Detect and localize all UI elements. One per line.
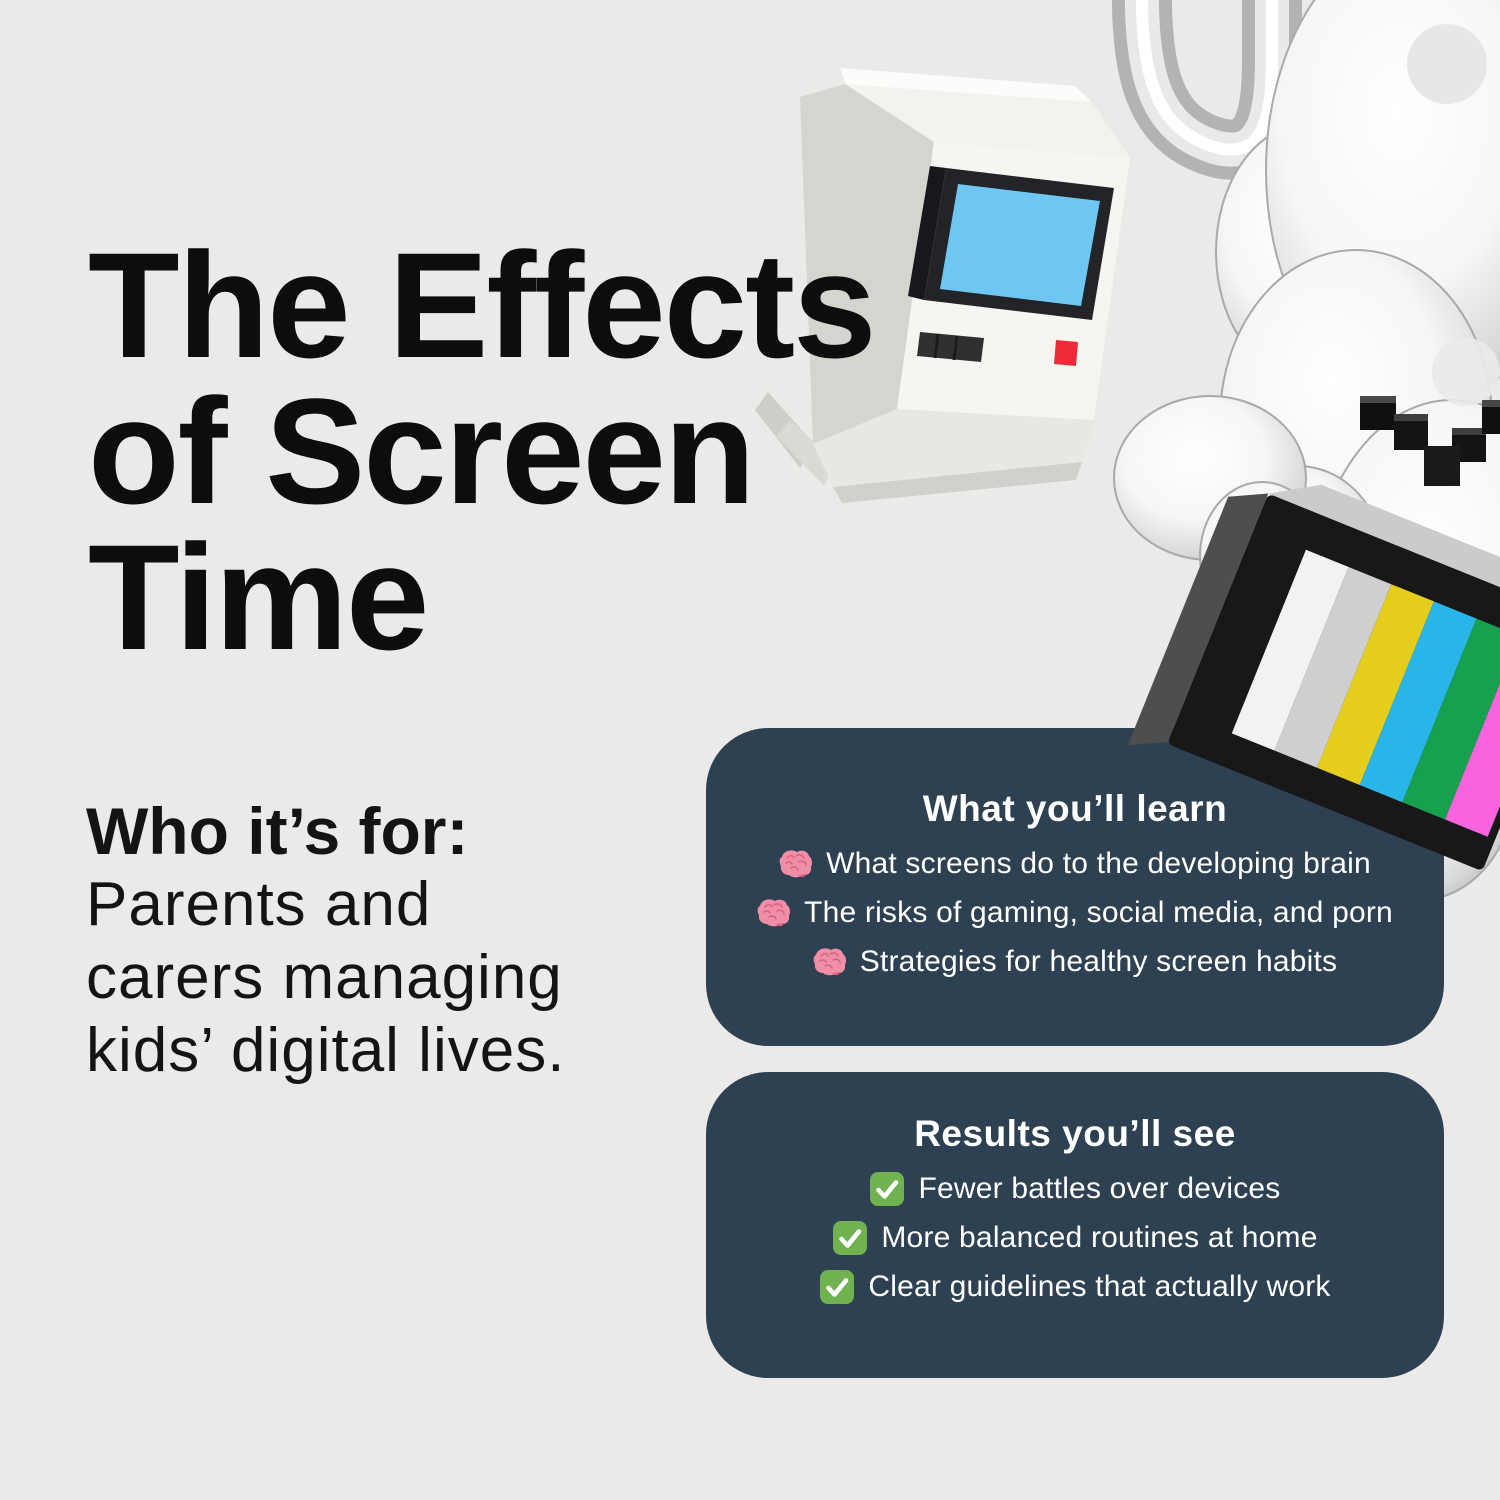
bullet-row: Strategies for healthy screen habits xyxy=(813,937,1337,986)
page-title-line: of Screen xyxy=(88,366,756,535)
audience-description-line: Parents and xyxy=(86,870,432,939)
brain-icon xyxy=(779,849,813,877)
audience-description-line: carers managing xyxy=(86,943,563,1012)
check-icon xyxy=(833,1220,868,1255)
bullet-text: More balanced routines at home xyxy=(881,1220,1318,1254)
brain-icon xyxy=(757,898,791,926)
results-card: Results you’ll see Fewer battles over de… xyxy=(706,1072,1444,1378)
page-title: The Effects of Screen Time xyxy=(88,220,877,681)
computer-power-button xyxy=(1054,340,1078,366)
check-icon xyxy=(820,1269,855,1304)
bullet-row: Fewer battles over devices xyxy=(869,1164,1280,1213)
audience-description-line: kids’ digital lives. xyxy=(86,1016,566,1085)
tv-antenna-icon xyxy=(1360,396,1500,486)
bullet-text: Clear guidelines that actually work xyxy=(868,1269,1331,1303)
learn-card-title: What you’ll learn xyxy=(922,788,1228,829)
bullet-row: The risks of gaming, social media, and p… xyxy=(757,888,1393,937)
red-object-sliver xyxy=(1408,0,1500,18)
learn-card-bullets: What screens do to the developing brain … xyxy=(757,839,1393,986)
check-icon xyxy=(870,1171,905,1206)
bullet-text: The risks of gaming, social media, and p… xyxy=(804,895,1393,929)
bullet-text: What screens do to the developing brain xyxy=(826,846,1371,880)
bullet-row: Clear guidelines that actually work xyxy=(819,1262,1330,1311)
computer-screen xyxy=(940,184,1100,306)
bullet-row: More balanced routines at home xyxy=(832,1213,1317,1262)
learn-card: What you’ll learn What screens do to the… xyxy=(706,728,1444,1046)
results-card-title: Results you’ll see xyxy=(914,1113,1236,1154)
page-title-line: Time xyxy=(88,512,429,681)
page-title-line: The Effects xyxy=(88,220,877,389)
results-card-bullets: Fewer battles over devices More balanced… xyxy=(819,1164,1330,1311)
brain-icon xyxy=(813,947,846,975)
audience-section: Who it’s for: Parents and carers managin… xyxy=(86,794,565,1087)
bullet-text: Strategies for healthy screen habits xyxy=(859,944,1338,978)
bullet-text: Fewer battles over devices xyxy=(918,1171,1281,1205)
bullet-row: What screens do to the developing brain xyxy=(779,839,1371,888)
audience-description: Parents and carers managing kids’ digita… xyxy=(86,868,565,1087)
audience-heading: Who it’s for: xyxy=(86,794,469,868)
